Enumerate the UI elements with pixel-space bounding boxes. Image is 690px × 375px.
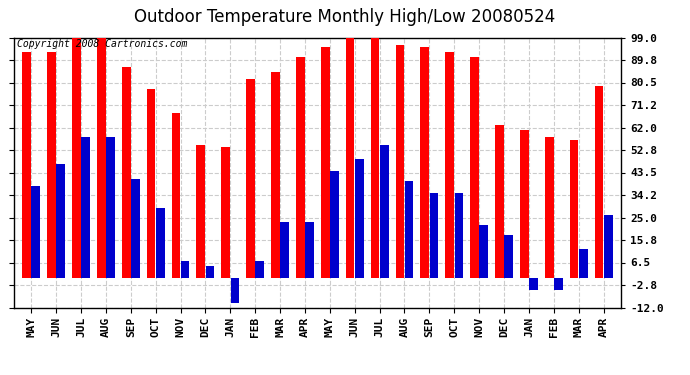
- Bar: [380, 144, 388, 278]
- Bar: [246, 79, 255, 278]
- Bar: [172, 113, 180, 278]
- Bar: [156, 208, 165, 278]
- Bar: [271, 72, 280, 278]
- Bar: [305, 222, 314, 278]
- Bar: [197, 144, 205, 278]
- Text: Outdoor Temperature Monthly High/Low 20080524: Outdoor Temperature Monthly High/Low 200…: [135, 8, 555, 26]
- Bar: [280, 222, 289, 278]
- Bar: [371, 28, 380, 278]
- Bar: [330, 171, 339, 278]
- Bar: [106, 137, 115, 278]
- Bar: [131, 178, 139, 278]
- Bar: [81, 137, 90, 278]
- Bar: [147, 88, 155, 278]
- Bar: [72, 33, 81, 278]
- Text: Copyright 2008 Cartronics.com: Copyright 2008 Cartronics.com: [17, 39, 187, 49]
- Bar: [395, 45, 404, 278]
- Bar: [504, 234, 513, 278]
- Bar: [554, 278, 563, 291]
- Bar: [420, 47, 429, 278]
- Bar: [455, 193, 463, 278]
- Bar: [495, 125, 504, 278]
- Bar: [206, 266, 215, 278]
- Bar: [230, 278, 239, 303]
- Bar: [255, 261, 264, 278]
- Bar: [405, 181, 413, 278]
- Bar: [520, 130, 529, 278]
- Bar: [97, 35, 106, 278]
- Bar: [470, 57, 479, 278]
- Bar: [57, 164, 65, 278]
- Bar: [47, 52, 56, 278]
- Bar: [122, 67, 130, 278]
- Bar: [355, 159, 364, 278]
- Bar: [346, 38, 355, 278]
- Bar: [321, 47, 330, 278]
- Bar: [296, 57, 305, 278]
- Bar: [32, 186, 40, 278]
- Bar: [570, 140, 578, 278]
- Bar: [529, 278, 538, 291]
- Bar: [221, 147, 230, 278]
- Bar: [604, 215, 613, 278]
- Bar: [595, 86, 603, 278]
- Bar: [181, 261, 190, 278]
- Bar: [545, 137, 553, 278]
- Bar: [579, 249, 588, 278]
- Bar: [480, 225, 488, 278]
- Bar: [22, 52, 31, 278]
- Bar: [430, 193, 438, 278]
- Bar: [445, 52, 454, 278]
